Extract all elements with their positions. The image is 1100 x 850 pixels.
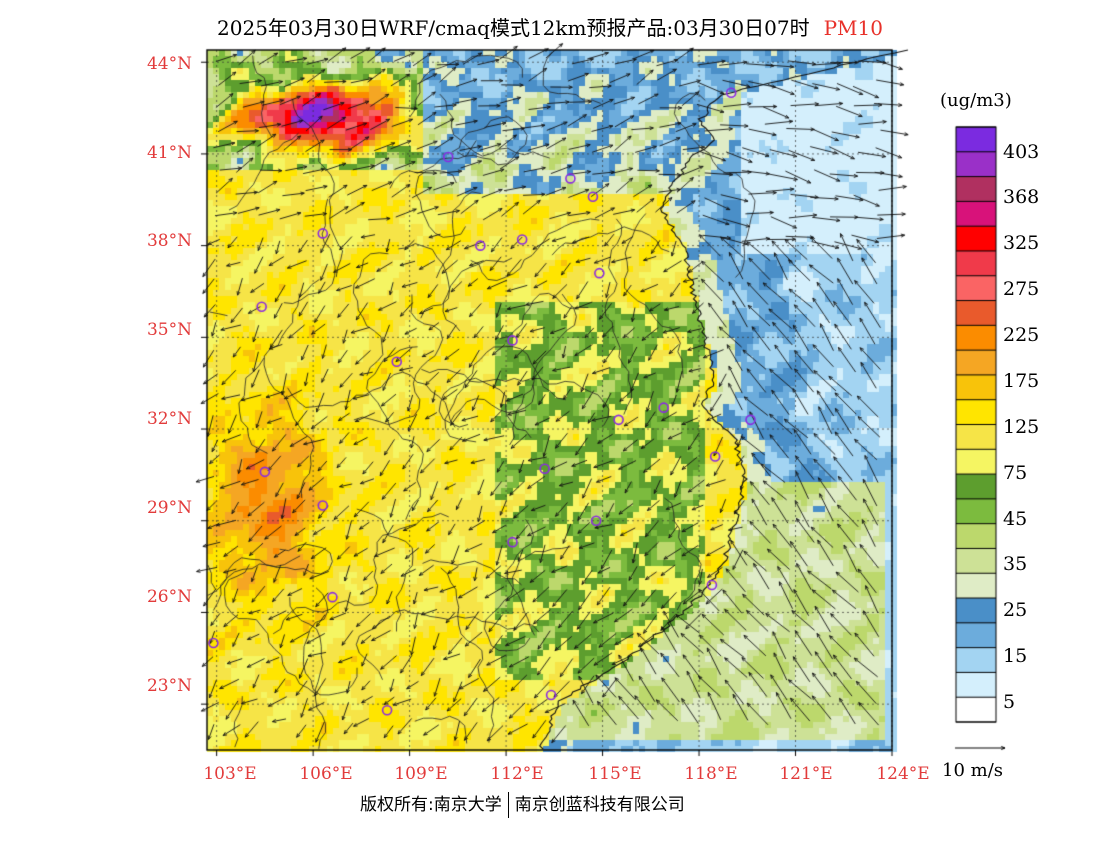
legend-value: 125 [1003, 416, 1040, 438]
legend-value: 75 [1003, 462, 1028, 484]
legend-value: 35 [1003, 553, 1028, 575]
lon-label: 118°E [684, 764, 738, 784]
legend-value: 403 [1003, 141, 1040, 163]
title-text: 2025年03月30日WRF/cmaq模式12km预报产品:03月30日07时 [217, 16, 810, 40]
lon-label: 112°E [490, 764, 544, 784]
lon-label: 124°E [876, 764, 930, 784]
legend-value: 325 [1003, 232, 1040, 254]
legend-value: 25 [1003, 599, 1028, 621]
legend-units: (ug/m3) [940, 90, 1012, 111]
lon-label: 109°E [394, 764, 448, 784]
legend-value: 368 [1003, 186, 1040, 208]
variable-label: PM10 [823, 16, 883, 40]
legend-value: 5 [1003, 691, 1016, 713]
lat-label: 29°N [146, 498, 192, 518]
legend-value: 225 [1003, 324, 1040, 346]
map-title: 2025年03月30日WRF/cmaq模式12km预报产品:03月30日07时 P… [0, 12, 1100, 41]
lon-label: 103°E [203, 764, 257, 784]
lon-label: 106°E [299, 764, 353, 784]
legend-value: 15 [1003, 645, 1028, 667]
lon-label: 115°E [588, 764, 642, 784]
legend-value: 175 [1003, 370, 1040, 392]
lat-label: 44°N [146, 54, 192, 74]
copyright-company: 南京创蓝科技有限公司 [514, 795, 685, 815]
copyright-owner: 版权所有:南京大学 [360, 795, 502, 815]
legend-value: 275 [1003, 278, 1040, 300]
lat-label: 23°N [146, 676, 192, 696]
lat-label: 35°N [146, 320, 192, 340]
footer-divider [507, 792, 509, 818]
wind-scale-label: 10 m/s [942, 760, 1003, 781]
legend-value: 45 [1003, 508, 1028, 530]
lat-label: 41°N [146, 143, 192, 163]
lat-label: 38°N [146, 231, 192, 251]
lat-label: 32°N [146, 409, 192, 429]
lon-label: 121°E [779, 764, 833, 784]
lat-label: 26°N [146, 587, 192, 607]
copyright-footer: 版权所有:南京大学 南京创蓝科技有限公司 [360, 790, 685, 818]
